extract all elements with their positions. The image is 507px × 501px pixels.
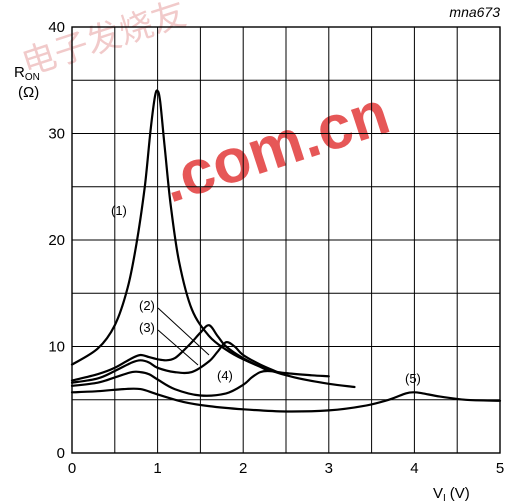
y-tick-label: 20 (48, 232, 65, 249)
y-tick-label: 40 (48, 19, 65, 36)
x-label-main: V (433, 485, 443, 501)
x-tick-label: 2 (239, 460, 247, 477)
x-label-unit: (V) (450, 485, 470, 501)
y-label-main: R (14, 64, 25, 81)
x-label-sub: I (443, 493, 446, 501)
y-axis-label: RON (14, 64, 40, 83)
curve-label-3: (3) (139, 320, 155, 335)
x-tick-label: 1 (153, 460, 161, 477)
leader-line-2 (157, 307, 210, 356)
y-axis-unit: (Ω) (18, 84, 39, 101)
x-tick-label: 0 (68, 460, 76, 477)
series-line-5 (70, 387, 502, 413)
watermark: 电子发烧友 .com.cn (17, 0, 398, 216)
x-tick-label: 3 (325, 460, 333, 477)
x-tick-labels: 0 1 2 3 4 5 (68, 460, 504, 477)
curve-label-4: (4) (217, 368, 233, 383)
watermark-chars: 电子发烧友 (17, 0, 191, 84)
y-label-sub: ON (25, 72, 40, 83)
curve-label-2: (2) (139, 298, 155, 313)
figure-code: mna673 (449, 4, 500, 20)
y-tick-label: 0 (57, 445, 65, 462)
leader-line-3 (157, 329, 199, 366)
curve-label-1: (1) (111, 203, 127, 218)
leader-lines (157, 307, 210, 366)
series-lines (70, 89, 502, 413)
x-tick-label: 4 (410, 460, 418, 477)
series-line-3 (70, 340, 279, 384)
series-line-4 (70, 369, 330, 397)
plot-frame (71, 26, 501, 454)
watermark-text: .com.cn (153, 78, 397, 216)
grid (72, 27, 500, 453)
x-axis-label: VI (V) (433, 485, 470, 501)
y-tick-labels: 0 10 20 30 40 (48, 19, 65, 462)
y-tick-label: 30 (48, 126, 65, 143)
y-tick-label: 10 (48, 339, 65, 356)
x-tick-label: 5 (496, 460, 504, 477)
curve-label-5: (5) (405, 371, 421, 386)
series-line-2 (70, 324, 270, 382)
